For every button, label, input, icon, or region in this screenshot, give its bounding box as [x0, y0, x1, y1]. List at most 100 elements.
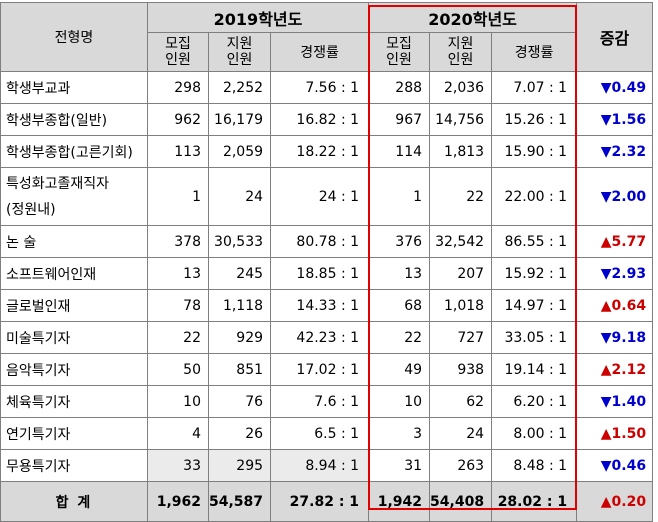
row-2019-apply: 295 [207, 449, 272, 482]
down-triangle-icon: ▼ [600, 265, 612, 282]
row-change-value: 5.77 [611, 233, 647, 250]
row-2020-recruit: 31 [368, 449, 431, 482]
row-change-value: 9.18 [611, 329, 647, 346]
up-triangle-icon: ▲ [600, 233, 612, 250]
row-2019-ratio: 18.85 : 1 [270, 257, 370, 290]
down-triangle-icon: ▼ [600, 111, 612, 128]
row-2020-recruit: 13 [368, 257, 431, 290]
up-triangle-icon: ▲ [600, 361, 612, 378]
row-change-value: 2.32 [611, 143, 647, 160]
row-2019-recruit: 378 [147, 225, 209, 258]
total-2019-apply: 54,587 [207, 481, 272, 522]
row-2020-recruit: 3 [368, 417, 431, 450]
row-change-value: 1.40 [611, 393, 647, 410]
table-row: 연기특기자 4 26 6.5 : 1 3 24 8.00 : 1 ▲1.50 [0, 417, 654, 450]
row-2020-apply: 207 [429, 257, 493, 290]
row-2019-apply: 851 [207, 353, 272, 386]
row-2020-recruit: 49 [368, 353, 431, 386]
row-2019-apply: 76 [207, 385, 272, 418]
table-row: 학생부종합(일반) 962 16,179 16.82 : 1 967 14,756 15.2… [0, 103, 654, 136]
row-name: 학생부종합(고른기회) [0, 135, 148, 168]
total-row: 합 계 1,962 54,587 27.82 : 1 1,942 54,408 … [0, 481, 654, 522]
header-2019-ratio: 경쟁률 [270, 32, 370, 72]
row-2019-recruit: 113 [147, 135, 209, 168]
row-2019-recruit: 50 [147, 353, 209, 386]
row-name: 학생부교과 [0, 71, 148, 104]
total-change-value: 0.20 [611, 493, 647, 510]
row-2019-recruit: 13 [147, 257, 209, 290]
row-2020-apply: 727 [429, 321, 493, 354]
down-triangle-icon: ▼ [600, 393, 612, 410]
row-2020-recruit: 1 [368, 167, 431, 226]
row-change: ▼9.18 [576, 321, 654, 354]
row-name: 연기특기자 [0, 417, 148, 450]
row-2019-ratio: 17.02 : 1 [270, 353, 370, 386]
row-change: ▼2.93 [576, 257, 654, 290]
row-2019-apply: 30,533 [207, 225, 272, 258]
row-2020-ratio: 33.05 : 1 [491, 321, 578, 354]
row-2019-apply: 245 [207, 257, 272, 290]
row-2020-recruit: 68 [368, 289, 431, 322]
down-triangle-icon: ▼ [600, 329, 612, 346]
row-change-value: 2.93 [611, 265, 647, 282]
row-2019-ratio: 42.23 : 1 [270, 321, 370, 354]
row-2020-apply: 22 [429, 167, 493, 226]
table-row: 무용특기자 33 295 8.94 : 1 31 263 8.48 : 1 ▼0.46 [0, 449, 654, 482]
row-2019-recruit: 962 [147, 103, 209, 136]
row-change-value: 1.56 [611, 111, 647, 128]
row-2019-recruit: 10 [147, 385, 209, 418]
table-row: 소프트웨어인재 13 245 18.85 : 1 13 207 15.92 : 1 ▼2.93 [0, 257, 654, 290]
row-change: ▲5.77 [576, 225, 654, 258]
total-label: 합 계 [0, 481, 148, 522]
table-row: 글로벌인재 78 1,118 14.33 : 1 68 1,018 14.97 : 1 ▲0.… [0, 289, 654, 322]
row-2020-apply: 1,018 [429, 289, 493, 322]
row-change: ▲1.50 [576, 417, 654, 450]
header-type: 전형명 [0, 2, 148, 72]
down-triangle-icon: ▼ [600, 143, 612, 160]
table-row: 체육특기자 10 76 7.6 : 1 10 62 6.20 : 1 ▼1.40 [0, 385, 654, 418]
row-change: ▼0.46 [576, 449, 654, 482]
header-2019-recruit: 모집 인원 [147, 32, 209, 72]
row-change: ▼0.49 [576, 71, 654, 104]
row-change-value: 2.12 [611, 361, 647, 378]
header-year-2020: 2020학년도 [368, 2, 578, 33]
row-2019-apply: 16,179 [207, 103, 272, 136]
row-change: ▲0.64 [576, 289, 654, 322]
row-name: 음악특기자 [0, 353, 148, 386]
row-change: ▲2.12 [576, 353, 654, 386]
row-2019-recruit: 78 [147, 289, 209, 322]
row-2019-recruit: 298 [147, 71, 209, 104]
row-2020-ratio: 15.90 : 1 [491, 135, 578, 168]
row-2020-ratio: 22.00 : 1 [491, 167, 578, 226]
row-2020-recruit: 22 [368, 321, 431, 354]
row-2019-ratio: 18.22 : 1 [270, 135, 370, 168]
row-2019-recruit: 22 [147, 321, 209, 354]
row-2020-recruit: 376 [368, 225, 431, 258]
row-2019-recruit: 4 [147, 417, 209, 450]
total-2020-ratio: 28.02 : 1 [491, 481, 578, 522]
row-change: ▼1.40 [576, 385, 654, 418]
row-2019-recruit: 1 [147, 167, 209, 226]
table-body: 학생부교과 298 2,252 7.56 : 1 288 2,036 7.07 : 1 ▼0.… [0, 71, 654, 482]
row-2020-ratio: 8.00 : 1 [491, 417, 578, 450]
row-2020-ratio: 15.26 : 1 [491, 103, 578, 136]
header-change: 증감 [576, 2, 654, 72]
row-2019-ratio: 24 : 1 [270, 167, 370, 226]
header-2020-apply: 지원 인원 [429, 32, 493, 72]
row-change-value: 0.64 [611, 297, 647, 314]
table-row: 음악특기자 50 851 17.02 : 1 49 938 19.14 : 1 ▲2.12 [0, 353, 654, 386]
row-2020-ratio: 86.55 : 1 [491, 225, 578, 258]
row-2020-apply: 62 [429, 385, 493, 418]
row-2020-apply: 263 [429, 449, 493, 482]
header-2020-recruit: 모집 인원 [368, 32, 431, 72]
total-2019-recruit: 1,962 [147, 481, 209, 522]
row-2019-recruit: 33 [147, 449, 209, 482]
header-year-2019: 2019학년도 [146, 2, 370, 33]
table-row: 학생부교과 298 2,252 7.56 : 1 288 2,036 7.07 : 1 ▼0.… [0, 71, 654, 104]
total-2019-ratio: 27.82 : 1 [270, 481, 370, 522]
row-2020-apply: 14,756 [429, 103, 493, 136]
table-row: 논 술 378 30,533 80.78 : 1 376 32,542 86.55 : 1 ▲… [0, 225, 654, 258]
row-change: ▼2.00 [576, 167, 654, 226]
